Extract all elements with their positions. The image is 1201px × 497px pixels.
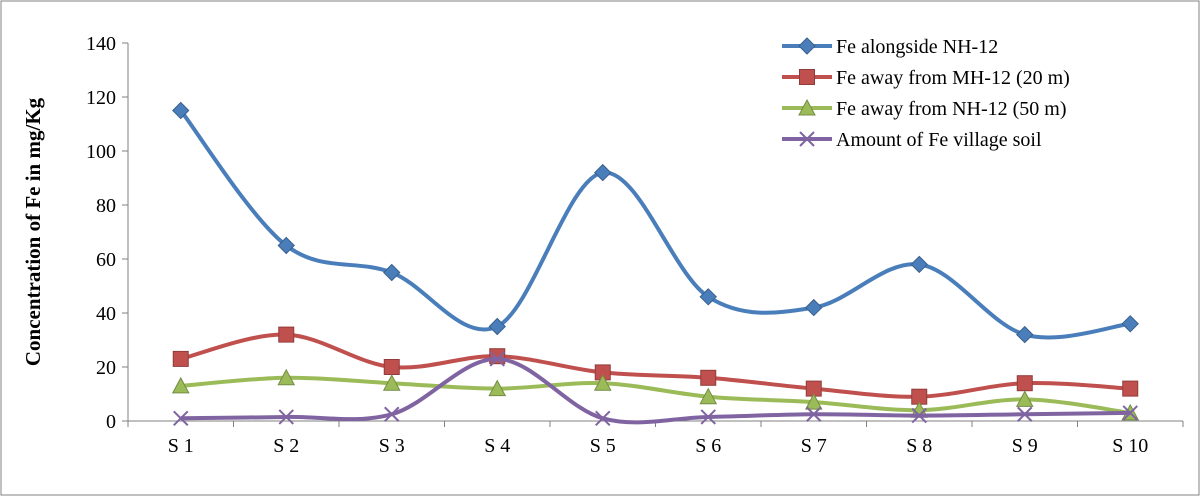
legend-label: Fe away from MH-12 (20 m) <box>836 67 1070 89</box>
series-1 <box>172 101 1139 344</box>
x-tick-label: S 6 <box>695 435 721 457</box>
data-point <box>173 410 189 427</box>
legend-label: Fe alongside NH-12 <box>836 36 998 58</box>
data-point <box>1016 375 1033 392</box>
data-point <box>1016 325 1034 344</box>
legend-label: Amount of Fe village soil <box>836 129 1042 151</box>
data-point <box>489 351 505 367</box>
legend-marker <box>798 98 816 116</box>
x-tick-label: S 7 <box>801 435 827 457</box>
legend-label: Fe away from NH-12 (50 m) <box>836 98 1067 120</box>
x-tick-label: S 4 <box>484 435 510 457</box>
series-layer <box>171 101 1140 427</box>
data-point <box>489 348 506 365</box>
series-2 <box>172 326 1139 405</box>
y-tick-label: 80 <box>96 195 116 217</box>
data-point <box>1122 405 1138 421</box>
x-tick-label: S 9 <box>1012 435 1038 457</box>
series-line <box>180 356 1131 425</box>
data-point <box>1017 406 1033 422</box>
data-point <box>277 368 296 386</box>
legend-marker <box>798 37 816 55</box>
legend-marker <box>799 69 815 85</box>
data-point <box>1121 315 1139 333</box>
data-point <box>278 326 295 343</box>
legend-item: Fe away from MH-12 (20 m) <box>782 67 1070 89</box>
data-point <box>382 374 401 391</box>
x-tick-label: S 8 <box>906 435 932 457</box>
x-tick-label: S 5 <box>590 435 616 457</box>
x-axis-ticks: S 1 S 2 S 3 S 4 S 5 S 6 S 7 S 8 S 9 S 10 <box>127 421 1184 457</box>
data-point <box>171 376 190 394</box>
data-point <box>593 374 612 391</box>
y-tick-label: 100 <box>86 141 116 163</box>
x-tick-label: S 3 <box>379 435 405 457</box>
y-tick-label: 0 <box>106 411 116 433</box>
data-point <box>172 101 190 120</box>
y-tick-label: 120 <box>86 87 116 109</box>
data-point <box>910 255 928 274</box>
data-point <box>700 369 717 386</box>
data-point <box>488 317 506 336</box>
data-point <box>278 409 294 425</box>
data-point <box>595 410 611 427</box>
data-point <box>806 406 822 422</box>
data-point <box>384 406 400 422</box>
legend-item: Fe away from NH-12 (50 m) <box>782 98 1067 120</box>
series-line <box>180 375 1131 415</box>
legend: Fe alongside NH-12 Fe away from MH-12 (20… <box>782 36 1070 151</box>
legend-marker <box>799 131 815 147</box>
data-point <box>277 236 295 255</box>
y-tick-label: 140 <box>86 33 116 55</box>
data-point <box>1122 380 1139 397</box>
y-tick-label: 40 <box>96 303 116 325</box>
data-point <box>911 407 927 424</box>
data-point <box>699 387 718 405</box>
data-point <box>700 409 716 425</box>
data-point <box>804 393 823 410</box>
y-axis-label: Concentration of Fe in mg/Kg <box>21 97 45 366</box>
data-point <box>805 298 823 317</box>
data-point <box>488 379 507 397</box>
series-line <box>179 109 1131 340</box>
data-point <box>699 288 717 306</box>
y-axis-ticks: 0 20 40 60 80 100 120 140 <box>86 33 128 433</box>
y-tick-label: 20 <box>96 357 116 379</box>
y-tick-label: 60 <box>96 249 116 271</box>
x-tick-label: S 2 <box>273 435 299 457</box>
data-point <box>383 359 400 375</box>
data-point <box>172 350 189 367</box>
data-point <box>1015 390 1034 407</box>
legend-item: Fe alongside NH-12 <box>782 36 998 58</box>
data-point <box>383 263 401 282</box>
data-point <box>594 163 612 182</box>
x-tick-label: S 1 <box>168 435 194 457</box>
series-line <box>180 332 1131 399</box>
series-4 <box>173 351 1138 427</box>
x-tick-label: S 10 <box>1112 435 1148 457</box>
legend-item: Amount of Fe village soil <box>782 129 1042 151</box>
